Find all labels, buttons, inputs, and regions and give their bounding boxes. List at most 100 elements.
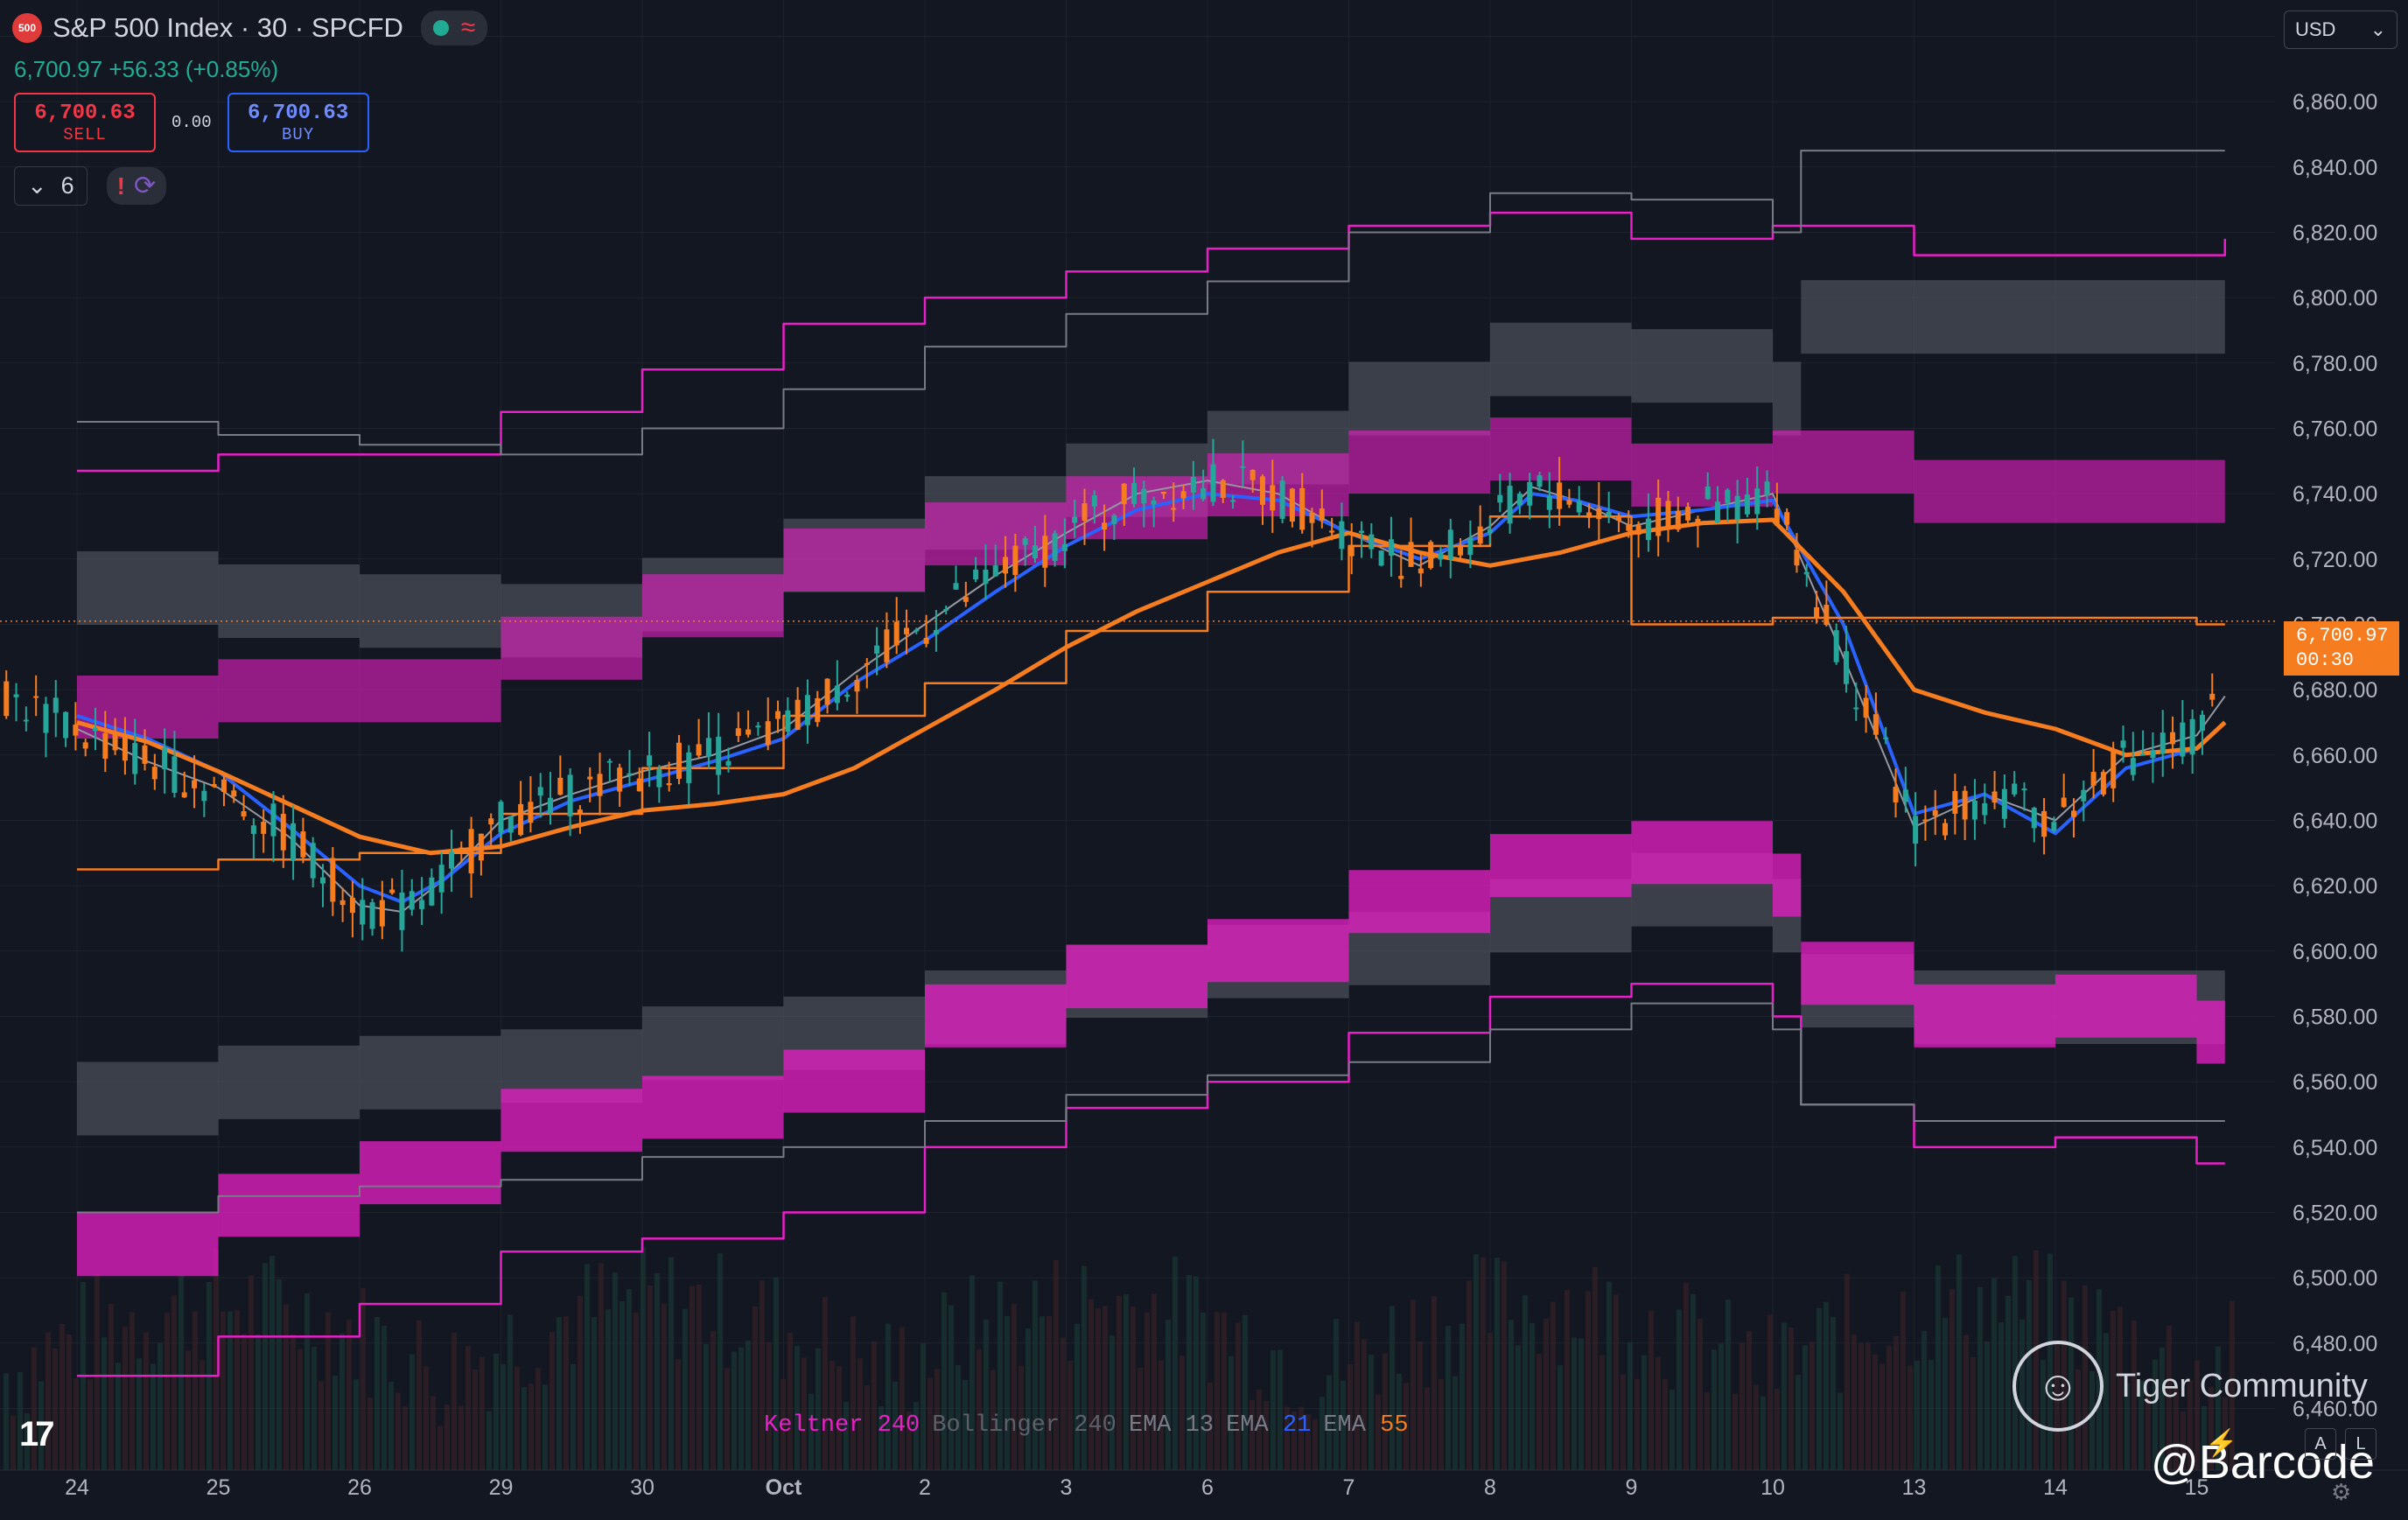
candle-body (904, 627, 910, 634)
volume-bar (1236, 1322, 1241, 1470)
volume-bar (522, 1387, 527, 1470)
volume-bar (2110, 1310, 2116, 1470)
volume-bar (262, 1263, 268, 1470)
indicator-legend: Keltner 240 Bollinger 240 EMA 13 EMA 21 … (764, 1412, 1409, 1439)
chart-title[interactable]: S&P 500 Index · 30 · SPCFD (52, 12, 403, 43)
candle-body (874, 645, 880, 654)
keltner-upper-band (77, 417, 2225, 739)
candle-body (755, 725, 761, 728)
candle-body (2130, 758, 2136, 775)
legend-bollinger[interactable]: Bollinger 240 (932, 1412, 1116, 1439)
candle-body (151, 767, 158, 780)
lightning-icon[interactable]: ⚡ (2205, 1429, 2238, 1458)
volume-bar (1544, 1318, 1549, 1470)
volume-bar (1586, 1291, 1591, 1470)
volume-bar (360, 1287, 366, 1470)
legend-ema55[interactable]: EMA 55 (1323, 1412, 1409, 1439)
volume-bar (1474, 1254, 1479, 1470)
market-open-icon (432, 20, 449, 36)
volume-bar (332, 1375, 338, 1470)
candle-body (458, 847, 465, 850)
candle-body (13, 694, 19, 697)
volume-bar (1054, 1259, 1059, 1470)
volume-bar (1404, 1383, 1409, 1470)
volume-bar (808, 1393, 814, 1470)
volume-bar (2146, 1394, 2151, 1470)
volume-bar (1768, 1314, 1773, 1470)
candle-body (1656, 497, 1662, 536)
buy-button[interactable]: 6,700.63 BUY (227, 93, 369, 152)
volume-bar (136, 1358, 142, 1470)
candle-body (1843, 651, 1849, 684)
volume-bar (550, 1332, 555, 1470)
market-status[interactable]: ≈ (420, 11, 488, 46)
candle-body (2001, 788, 2007, 819)
volume-bar (38, 1381, 44, 1470)
candle-body (1200, 488, 1207, 500)
volume-bar (164, 1313, 170, 1470)
candle-body (1764, 481, 1770, 496)
series-ema-13 (76, 480, 2226, 913)
log-scale-button[interactable]: L (2345, 1428, 2376, 1460)
volume-bar (4, 1373, 9, 1470)
watermark-text: Tiger Community (2116, 1367, 2368, 1404)
legend-ema13[interactable]: EMA 13 (1128, 1412, 1214, 1439)
indicators-toggle[interactable]: ⌄ 6 (14, 166, 88, 206)
volume-bar (1012, 1303, 1017, 1470)
gear-icon[interactable]: ⚙ (2331, 1479, 2352, 1505)
volume-bar (1418, 1341, 1423, 1470)
volume-bar (1088, 1299, 1094, 1470)
candle-body (132, 742, 138, 774)
candle-body (1962, 790, 1968, 820)
volume-bar (1382, 1353, 1388, 1470)
indicator-count: 6 (60, 172, 74, 199)
volume-bar (612, 1272, 618, 1470)
volume-bar (1956, 1254, 1962, 1470)
indicator-status[interactable]: ! ⟳ (106, 167, 167, 205)
sync-icon[interactable]: ⟳ (133, 172, 157, 200)
volume-bar (1816, 1307, 1822, 1470)
candle-body (1814, 606, 1820, 618)
volume-bar (1866, 1342, 1871, 1470)
candle-body (518, 803, 524, 836)
volume-bar (2194, 1360, 2200, 1470)
volume-bar (1550, 1301, 1556, 1470)
volume-bar (1466, 1280, 1472, 1470)
volume-bar (990, 1369, 996, 1470)
tradingview-logo-icon[interactable]: 17 (19, 1415, 54, 1453)
candle-body (1893, 787, 1899, 802)
symbol-icon[interactable]: 500 (12, 13, 42, 43)
candle-body (1546, 495, 1552, 510)
legend-ema21[interactable]: EMA 21 (1226, 1412, 1312, 1439)
candle-body (528, 802, 534, 823)
volume-bar (1040, 1316, 1045, 1470)
x-tick-label: 26 (347, 1475, 372, 1500)
sell-button[interactable]: 6,700.63 SELL (14, 93, 156, 152)
candle-body (23, 719, 29, 722)
volume-bar (1306, 1414, 1311, 1470)
volume-bar (752, 1306, 758, 1470)
candle-body (557, 777, 564, 795)
volume-bar (304, 1293, 310, 1470)
volume-bar (1026, 1328, 1031, 1470)
candle-body (983, 569, 989, 585)
volume-bar (1572, 1337, 1577, 1470)
candle-body (1754, 488, 1760, 515)
legend-keltner[interactable]: Keltner 240 (764, 1412, 920, 1439)
volume-bar (374, 1317, 380, 1470)
candle-body (1022, 538, 1028, 545)
volume-bar (1152, 1293, 1157, 1470)
candle-body (231, 790, 237, 797)
currency-select[interactable]: USD ⌄ (2284, 11, 2398, 49)
volume-bar (1172, 1257, 1178, 1470)
candle-body (973, 569, 979, 580)
y-tick-label: 6,580.00 (2292, 1005, 2377, 1030)
auto-scale-button[interactable]: A (2305, 1428, 2336, 1460)
candle-body (1695, 518, 1701, 524)
volume-bar (850, 1316, 856, 1470)
candle-body (488, 818, 494, 825)
volume-bar (1488, 1333, 1493, 1470)
volume-bar (2012, 1256, 2018, 1470)
warning-icon[interactable]: ! (116, 172, 125, 200)
